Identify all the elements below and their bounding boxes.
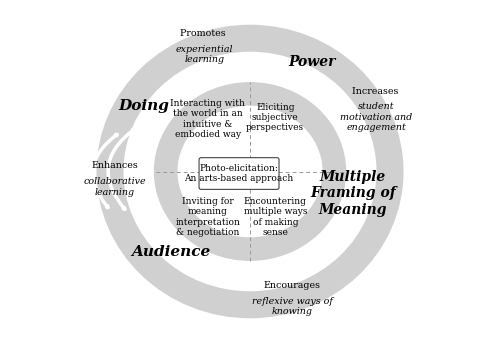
FancyArrowPatch shape [108, 129, 134, 209]
Text: Inviting for
meaning
interpretation
& negotiation: Inviting for meaning interpretation & ne… [176, 197, 240, 237]
FancyArrowPatch shape [93, 134, 117, 208]
Text: Eliciting
subjective
perspectives: Eliciting subjective perspectives [246, 103, 304, 132]
FancyBboxPatch shape [199, 158, 279, 189]
Text: Audience: Audience [131, 246, 210, 260]
Text: Doing: Doing [118, 99, 169, 113]
Text: Promotes: Promotes [180, 29, 229, 38]
Ellipse shape [154, 82, 346, 261]
Text: Encountering
multiple ways
of making
sense: Encountering multiple ways of making sen… [244, 197, 307, 237]
Text: Photo-elicitation:
An arts-based approach: Photo-elicitation: An arts-based approac… [184, 164, 294, 183]
Ellipse shape [96, 25, 404, 318]
Text: experiential
learning: experiential learning [176, 45, 233, 64]
Text: Encourages: Encourages [264, 281, 320, 290]
Text: Enhances: Enhances [92, 161, 138, 170]
Ellipse shape [178, 106, 322, 237]
Text: student
motivation and
engagement: student motivation and engagement [340, 102, 412, 132]
Text: Increases: Increases [352, 86, 401, 96]
Ellipse shape [124, 52, 376, 291]
Text: collaborative
learning: collaborative learning [84, 177, 146, 197]
Text: Interacting with
the world in an
intuitive &
embodied way: Interacting with the world in an intuiti… [170, 99, 246, 139]
Text: Multiple
Framing of
Meaning: Multiple Framing of Meaning [310, 170, 396, 217]
Text: reflexive ways of
knowing: reflexive ways of knowing [252, 297, 332, 317]
Text: Power: Power [288, 55, 336, 69]
